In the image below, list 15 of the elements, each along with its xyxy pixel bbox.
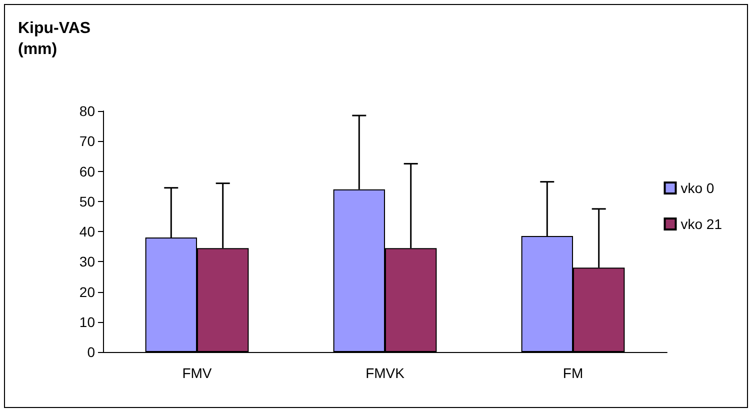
y-tick-label: 20 <box>79 284 96 300</box>
legend-label: vko 0 <box>680 180 714 196</box>
y-tick-label: 60 <box>79 163 96 180</box>
x-tick-label: FMV <box>182 365 212 381</box>
legend-label: vko 21 <box>680 216 722 232</box>
x-tick-label: FM <box>562 365 584 381</box>
x-tick-label: FMVK <box>366 365 406 381</box>
y-tick-label: 80 <box>79 103 96 119</box>
y-tick-label: 40 <box>79 224 96 240</box>
y-tick-label: 70 <box>79 133 96 150</box>
y-tick-label: 0 <box>87 344 96 360</box>
chart-title: Kipu-VAS (mm) <box>18 20 91 58</box>
y-tick-label: 10 <box>79 314 96 330</box>
y-tick-label: 30 <box>79 254 96 270</box>
y-tick-label: 50 <box>79 193 96 210</box>
